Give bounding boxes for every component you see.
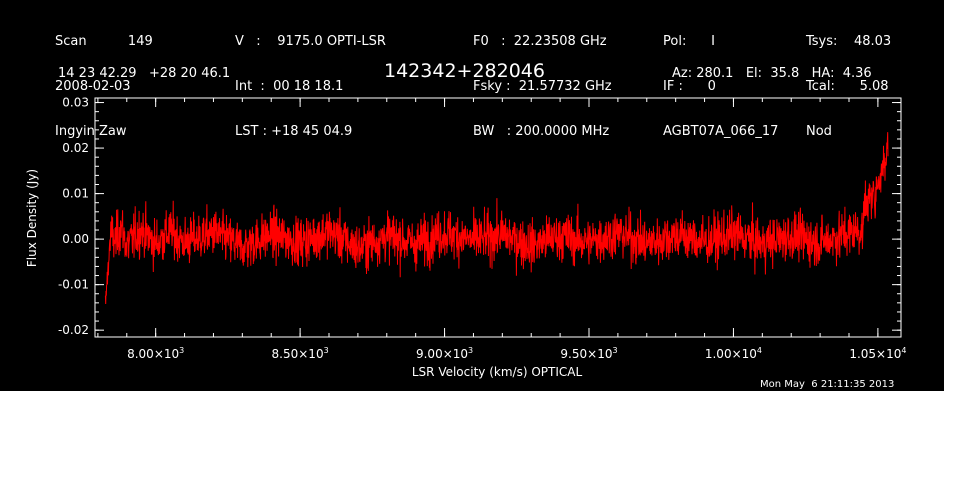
- plot-area: [94, 97, 902, 338]
- y-tick-label: -0.02: [58, 323, 89, 337]
- header-f0: F0 : 22.23508 GHz: [473, 34, 607, 49]
- header-integration: Int : 00 18 18.1: [235, 79, 344, 94]
- header-lst: LST : +18 45 04.9: [235, 124, 353, 139]
- x-axis-label: LSR Velocity (km/s) OPTICAL: [412, 365, 583, 379]
- header-observer: Ingyin Zaw: [55, 124, 127, 139]
- header-tcal: Tcal: 5.08: [806, 79, 889, 94]
- spectrum-chart: 8.00×103 8.50×103 9.00×103 9.50×103 1.00×104…: [25, 96, 906, 379]
- x-tick-label: 8.00×103: [127, 346, 184, 361]
- y-tick-label: 0.00: [62, 232, 89, 246]
- y-tick-label: 0.03: [62, 96, 89, 110]
- header-scan: Scan 149: [55, 34, 153, 49]
- y-tick-label: 0.01: [62, 187, 89, 201]
- x-tick-label: 1.05×104: [849, 346, 906, 361]
- plot-frame: [94, 97, 902, 338]
- header-tsys: Tsys: 48.03: [806, 34, 892, 49]
- header-bw: BW : 200.0000 MHz: [473, 124, 610, 139]
- header-fsky: Fsky : 21.57732 GHz: [473, 79, 612, 94]
- y-tick-label: 0.02: [62, 141, 89, 155]
- header-mode: Nod: [806, 124, 832, 139]
- x-tick-label: 8.50×103: [272, 346, 329, 361]
- header-if: IF : 0: [663, 79, 716, 94]
- x-ticks: 8.00×103 8.50×103 9.00×103 9.50×103 1.00×104…: [97, 98, 906, 361]
- header-velocity-info: V : 9175.0 OPTI-LSR Int : 00 18 18.1 LST…: [235, 4, 386, 169]
- spectrum-series-line: [104, 132, 889, 305]
- header-project: AGBT07A_066_17: [663, 124, 779, 139]
- x-tick-label: 9.00×103: [416, 346, 473, 361]
- header-pol-info: Pol: I IF : 0 AGBT07A_066_17: [663, 4, 778, 169]
- header-tsys-info: Tsys: 48.03 Tcal: 5.08 Nod: [806, 4, 891, 169]
- chart-title: 142342+282046: [384, 60, 545, 82]
- y-ticks: -0.02 -0.01 0.00 0.01 0.02 0.03: [58, 96, 901, 337]
- x-tick-label: 9.50×103: [560, 346, 617, 361]
- header-az-el-ha: Az: 280.1 El: 35.8 HA: 4.36: [672, 66, 872, 81]
- x-tick-label: 1.00×104: [705, 346, 762, 361]
- header-scan-info: Scan 149 2008-02-03 Ingyin Zaw: [55, 4, 153, 169]
- y-tick-label: -0.01: [58, 278, 89, 292]
- header-date: 2008-02-03: [55, 79, 131, 94]
- header-frequency-info: F0 : 22.23508 GHz Fsky : 21.57732 GHz BW…: [473, 4, 612, 169]
- plot-panel: Scan 149 2008-02-03 Ingyin Zaw V : 9175.…: [0, 0, 944, 391]
- header-coords: 14 23 42.29 +28 20 46.1: [58, 66, 231, 81]
- timestamp: Mon May 6 21:11:35 2013: [760, 379, 895, 390]
- y-axis-label: Flux Density (Jy): [25, 169, 39, 267]
- header-velocity: V : 9175.0 OPTI-LSR: [235, 34, 386, 49]
- header-pol: Pol: I: [663, 34, 715, 49]
